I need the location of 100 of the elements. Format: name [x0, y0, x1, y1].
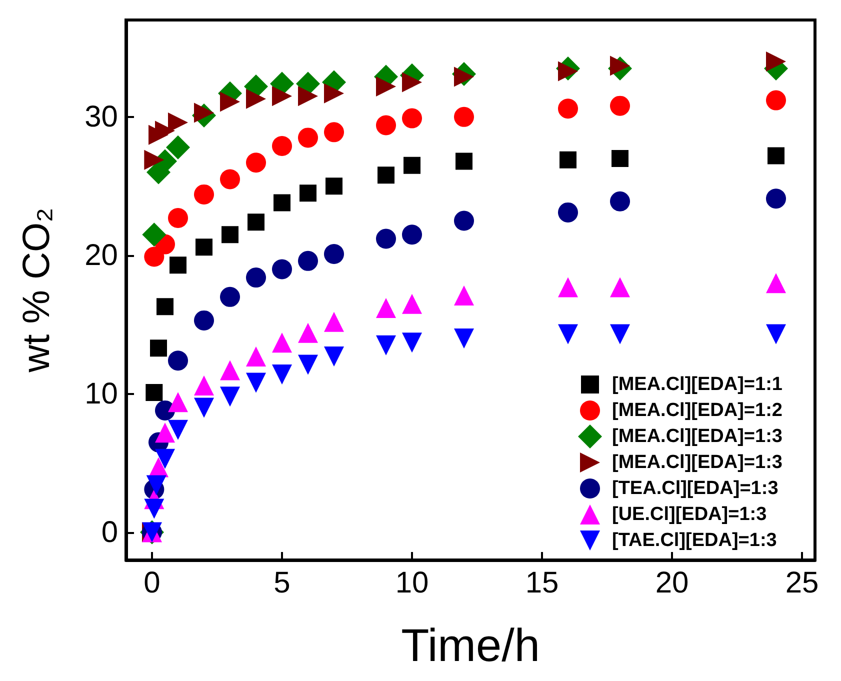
point: [298, 322, 318, 343]
point: [144, 150, 164, 170]
point: [378, 166, 394, 184]
point: [454, 106, 474, 127]
point: [272, 86, 292, 106]
point: [168, 208, 188, 228]
point: [196, 238, 212, 256]
y-tick-label: 0: [101, 516, 118, 549]
point: [402, 108, 422, 128]
point: [298, 128, 318, 148]
y-tick-label: 20: [84, 238, 118, 272]
x-tick-label: 25: [785, 566, 819, 600]
point: [166, 135, 190, 160]
point: [168, 350, 188, 371]
point: [220, 286, 240, 307]
legend-label: [TEA.Cl][EDA]=1:3: [612, 478, 778, 499]
point: [222, 226, 238, 244]
point: [402, 294, 422, 314]
point: [456, 152, 472, 170]
point: [766, 273, 786, 294]
point: [246, 346, 266, 366]
legend-label: [MEA.Cl][EDA]=1:3: [612, 452, 782, 473]
point: [246, 88, 266, 109]
point: [326, 178, 342, 195]
point: [766, 324, 786, 344]
point: [376, 76, 396, 96]
point: [376, 228, 396, 249]
point: [610, 277, 630, 298]
point: [300, 184, 316, 202]
point: [144, 498, 164, 519]
x-tick-label: 5: [274, 566, 290, 600]
point: [272, 259, 292, 280]
y-tick-label: 10: [84, 377, 118, 410]
point: [220, 386, 240, 407]
point: [298, 86, 318, 106]
point: [376, 298, 396, 318]
point: [220, 360, 240, 380]
point: [246, 372, 266, 393]
point: [766, 188, 786, 209]
point: [170, 256, 186, 274]
point: [144, 246, 164, 267]
point: [454, 328, 474, 348]
point: [168, 420, 188, 440]
point: [150, 340, 167, 357]
point: [454, 286, 474, 306]
point: [298, 354, 318, 375]
point: [768, 147, 784, 164]
x-tick-label: 0: [144, 566, 160, 600]
point: [610, 96, 630, 116]
x-tick-label: 10: [395, 566, 429, 600]
point: [610, 324, 630, 344]
point: [324, 122, 344, 142]
legend-label: [MEA.Cl][EDA]=1:2: [612, 400, 782, 421]
point: [610, 191, 630, 212]
point: [194, 398, 214, 418]
point: [558, 202, 578, 222]
point: [168, 392, 188, 412]
x-tick-label: 15: [525, 566, 559, 600]
point: [766, 90, 786, 110]
point: [248, 214, 264, 231]
point: [155, 422, 175, 443]
point: [612, 150, 628, 167]
point: [324, 244, 344, 264]
legend-label: [UE.Cl][EDA]=1:3: [612, 504, 767, 525]
point: [194, 184, 214, 204]
point: [558, 98, 578, 119]
point: [558, 277, 578, 298]
point: [272, 136, 292, 156]
legend-label: [TAE.Cl][EDA]=1:3: [612, 530, 777, 551]
point: [142, 222, 166, 247]
point: [402, 332, 422, 353]
point: [246, 152, 266, 173]
point: [272, 364, 292, 384]
y-tick-label: 30: [84, 100, 118, 134]
point: [376, 115, 396, 136]
point: [324, 312, 344, 332]
point: [146, 475, 166, 496]
point: [298, 250, 318, 271]
point: [404, 156, 420, 174]
point: [220, 169, 240, 190]
point: [246, 268, 266, 288]
legend-label: [MEA.Cl][EDA]=1:3: [612, 426, 782, 447]
point: [324, 346, 344, 366]
point: [560, 151, 576, 168]
point: [272, 332, 292, 353]
point: [402, 224, 422, 245]
point: [324, 83, 344, 104]
legend-label: [MEA.Cl][EDA]=1:1: [612, 374, 783, 395]
point: [558, 324, 578, 344]
point: [454, 210, 474, 231]
x-tick-label: 20: [655, 566, 689, 600]
point: [155, 448, 175, 469]
point: [274, 194, 290, 212]
point: [156, 298, 174, 316]
y-axis-title: wt % CO₂: [16, 208, 58, 374]
point: [220, 92, 240, 112]
point: [194, 310, 214, 330]
x-axis-title: Time/h: [401, 619, 540, 671]
point: [376, 335, 396, 356]
point: [146, 384, 163, 401]
